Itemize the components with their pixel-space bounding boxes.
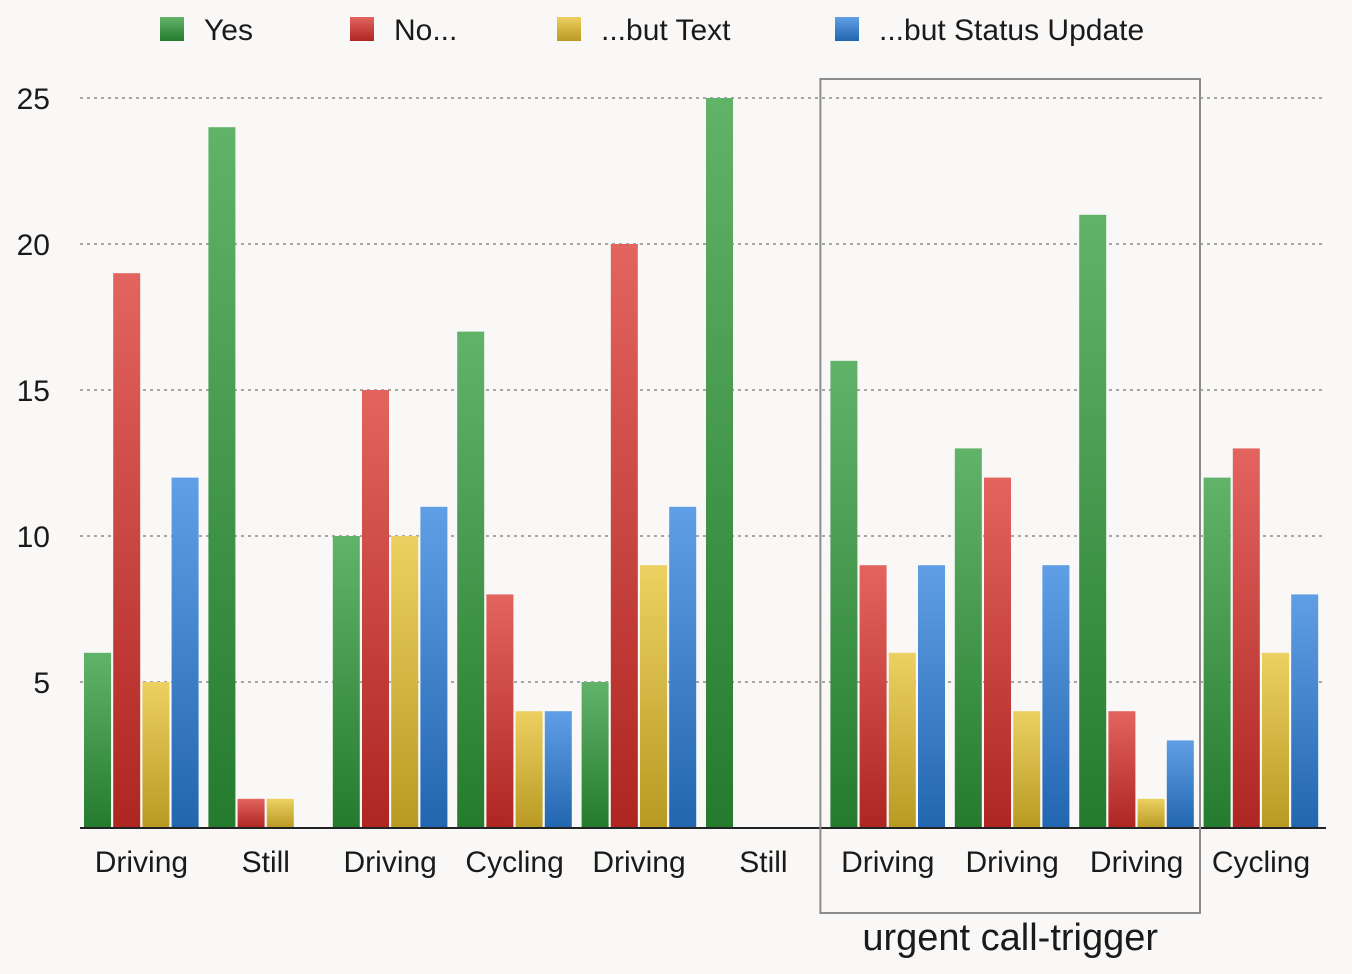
bar — [457, 331, 485, 828]
bar — [420, 506, 448, 828]
bar — [332, 536, 360, 828]
bar — [84, 652, 111, 828]
bar — [640, 565, 667, 828]
y-tick-label: 5 — [33, 667, 50, 700]
bar — [266, 798, 294, 828]
bar — [1079, 214, 1107, 829]
y-axis: 5 10 15 20 25 — [17, 83, 50, 700]
legend-label: ...but Text — [601, 14, 731, 47]
bar — [859, 565, 887, 828]
x-axis: Driving Still Driving Cycling Driving Still Dr… — [95, 846, 1310, 879]
x-tick-label: Driving — [95, 846, 188, 879]
x-tick-label: Still — [242, 846, 290, 879]
bar — [1013, 711, 1041, 828]
y-tick-label: 15 — [17, 375, 50, 408]
x-tick-label: Driving — [841, 846, 934, 879]
bar — [391, 536, 419, 828]
annotation-label: urgent call-trigger — [862, 917, 1158, 959]
bar — [581, 682, 609, 828]
bar — [1042, 565, 1070, 828]
bar — [1137, 798, 1165, 828]
x-tick-label: Still — [739, 846, 787, 879]
bar — [888, 652, 916, 828]
bar — [954, 448, 982, 828]
bar — [1108, 711, 1136, 828]
y-tick-label: 20 — [17, 229, 50, 262]
x-tick-label: Cycling — [1212, 846, 1310, 879]
bar — [208, 127, 236, 828]
bar — [142, 682, 170, 828]
bar — [1291, 594, 1319, 828]
x-tick-label: Driving — [344, 846, 437, 879]
bar — [1203, 477, 1231, 828]
bars — [84, 98, 1319, 829]
legend-label: Yes — [204, 14, 253, 47]
bar — [515, 711, 543, 828]
x-tick-label: Driving — [966, 846, 1059, 879]
bar — [706, 98, 733, 828]
grid-lines — [80, 97, 1326, 683]
bar — [984, 477, 1011, 828]
bar — [362, 390, 389, 828]
y-tick-label: 25 — [17, 83, 50, 116]
bar — [171, 477, 199, 828]
annotation-box — [819, 78, 1202, 914]
legend-swatch — [350, 17, 374, 41]
legend-label: No... — [394, 14, 457, 47]
legend-swatch — [557, 17, 581, 41]
y-tick-label: 10 — [17, 521, 50, 554]
bar — [1262, 652, 1289, 828]
bar — [830, 360, 858, 828]
bar — [610, 244, 638, 828]
x-tick-label: Driving — [1090, 846, 1183, 879]
annotations: urgent call-trigger — [819, 78, 1202, 959]
bar — [669, 506, 697, 828]
bar — [237, 798, 265, 828]
bar — [544, 711, 572, 828]
bar — [113, 273, 141, 828]
bar — [1232, 448, 1260, 828]
bar — [918, 565, 945, 828]
x-tick-label: Cycling — [465, 846, 563, 879]
legend: Yes No... ...but Text ...but Status Update — [160, 14, 1144, 47]
bar — [1166, 740, 1194, 828]
legend-swatch — [835, 17, 859, 41]
legend-label: ...but Status Update — [879, 14, 1144, 47]
x-tick-label: Driving — [592, 846, 685, 879]
bar — [486, 594, 514, 828]
legend-swatch — [160, 17, 184, 41]
